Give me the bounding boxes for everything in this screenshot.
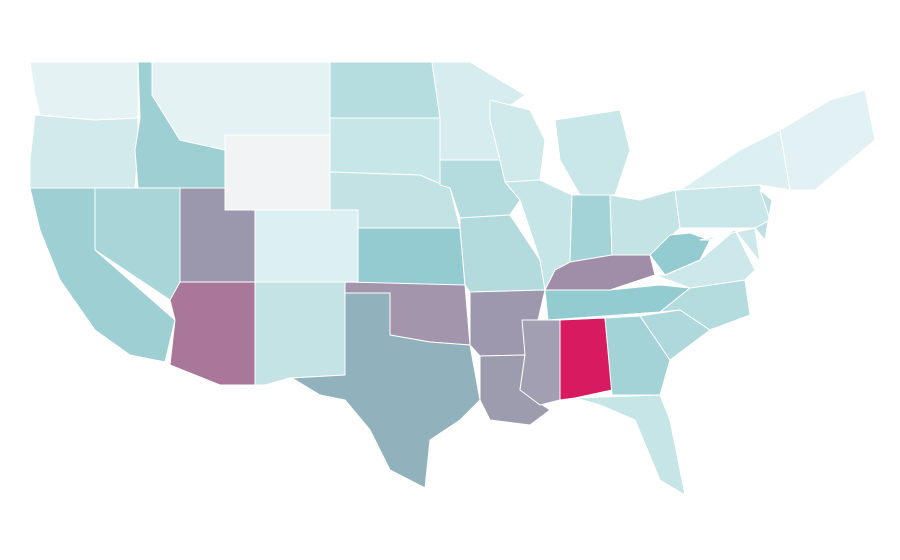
state (544, 254, 656, 291)
state (357, 227, 466, 286)
state (559, 317, 613, 401)
state (224, 134, 331, 211)
state (574, 394, 686, 496)
state (754, 189, 773, 241)
state (519, 319, 561, 406)
state (29, 61, 139, 121)
state (569, 194, 613, 263)
state (779, 89, 876, 191)
state (674, 184, 771, 229)
state (29, 114, 139, 189)
state (291, 292, 481, 489)
state (254, 281, 346, 386)
state (604, 315, 671, 396)
state (699, 227, 761, 263)
state (674, 129, 791, 191)
state (329, 61, 441, 119)
state (554, 109, 631, 196)
state (254, 209, 359, 283)
state (169, 281, 256, 386)
